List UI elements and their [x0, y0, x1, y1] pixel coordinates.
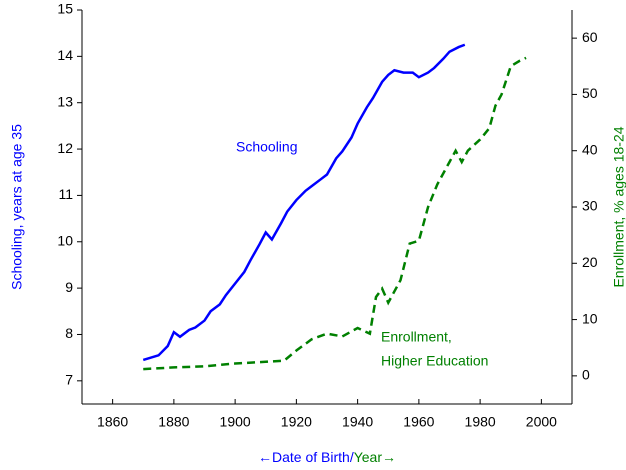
annotation: Enrollment, — [381, 329, 452, 345]
y-tick-label: 14 — [57, 47, 73, 63]
x-axis-title-part: Year→ — [354, 449, 396, 465]
x-tick-label: 1980 — [465, 414, 496, 430]
y-tick-label: 8 — [65, 325, 73, 341]
x-tick-label: 2000 — [526, 414, 557, 430]
annotation: Schooling — [236, 139, 298, 155]
y-tick-label: 12 — [57, 140, 73, 156]
y-tick-label: 13 — [57, 93, 73, 109]
y-tick-label: 15 — [57, 1, 73, 17]
y-axis-title: Schooling, years at age 35 — [9, 124, 25, 290]
y2-tick-label: 0 — [582, 367, 590, 383]
y-tick-label: 9 — [65, 279, 73, 295]
x-tick-label: 1960 — [403, 414, 434, 430]
x-tick-label: 1900 — [220, 414, 251, 430]
x-axis-title: ←Date of Birth/Year→ — [258, 449, 396, 465]
series-line — [143, 56, 527, 371]
annotation: Higher Education — [381, 353, 488, 369]
y2-tick-label: 50 — [582, 85, 598, 101]
y2-tick-label: 40 — [582, 141, 598, 157]
x-tick-label: 1860 — [97, 414, 128, 430]
y-tick-label: 10 — [57, 232, 73, 248]
y2-tick-label: 30 — [582, 198, 598, 214]
x-axis-title-part: ←Date of Birth/ — [258, 449, 354, 465]
y2-tick-label: 20 — [582, 254, 598, 270]
x-tick-label: 1920 — [281, 414, 312, 430]
y-tick-label: 7 — [65, 372, 73, 388]
y-tick-label: 11 — [58, 186, 73, 202]
y2-tick-label: 60 — [582, 29, 598, 45]
y2-axis-title: Enrollment, % ages 18-24 — [611, 126, 626, 287]
series-line — [142, 43, 466, 362]
y2-tick-label: 10 — [582, 310, 598, 326]
x-tick-label: 1880 — [158, 414, 189, 430]
x-tick-label: 1940 — [342, 414, 373, 430]
